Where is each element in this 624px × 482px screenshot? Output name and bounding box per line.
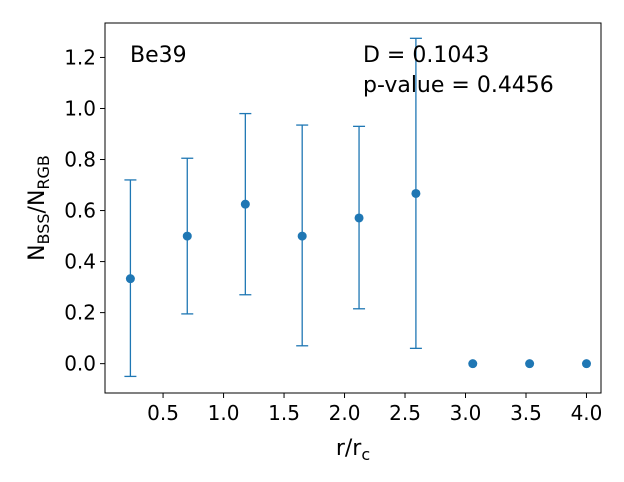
data-point [525,359,535,369]
data-point [581,359,591,369]
cluster-label: Be39 [130,43,187,68]
data-point [297,231,307,241]
x-axis-label: r/rc [336,436,370,464]
y-tick-label: 0.6 [64,199,96,223]
y-tick-label: 0.8 [64,148,96,172]
data-marks [124,37,591,378]
data-point [354,213,364,223]
plot-frame [104,22,602,394]
y-tick-label: 1.0 [64,96,96,120]
y-tick-label: 0.2 [64,301,96,325]
axis-ticks: 0.5 1.0 1.5 2.0 2.5 3.0 3.5 4.0 0.0 0.2 0.4 0.6 0.8 1… [64,45,602,425]
data-point [182,231,192,241]
x-tick-label: 4.0 [571,401,603,425]
y-axis-label: NBSS/NRGB [25,155,53,261]
x-tick-label: 2.0 [329,401,361,425]
data-point [468,359,478,369]
y-tick-label: 0.4 [64,250,96,274]
data-point [411,188,421,198]
y-tick-label: 0.0 [64,352,96,376]
ks-statistic-label: D = 0.1043 [363,43,489,68]
x-tick-label: 3.5 [510,401,542,425]
y-tick-label: 1.2 [64,45,96,69]
x-tick-label: 3.0 [450,401,482,425]
x-tick-label: 2.5 [389,401,421,425]
x-tick-label: 1.0 [208,401,240,425]
data-point [125,274,135,284]
data-point [240,199,250,209]
x-tick-label: 1.5 [268,401,300,425]
p-value-label: p-value = 0.4456 [363,73,554,98]
x-tick-label: 0.5 [147,401,179,425]
